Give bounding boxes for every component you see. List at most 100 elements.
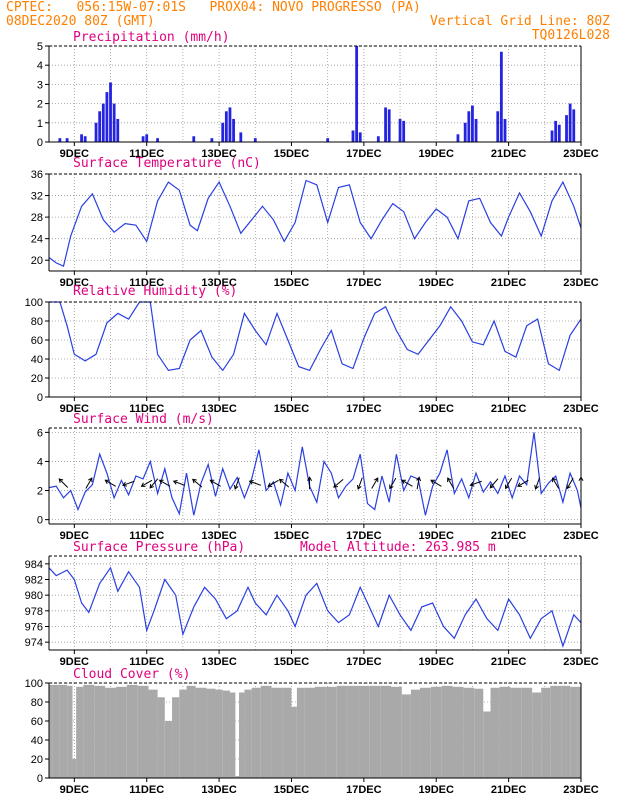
precip-bar xyxy=(568,103,572,142)
cloud-bar xyxy=(483,711,491,778)
humidity-title: Relative Humidity (%) xyxy=(73,284,237,299)
cloud-bar xyxy=(347,685,359,778)
pressure-ytick-label: 974 xyxy=(25,637,43,649)
header-model: TQ0126L028 xyxy=(531,28,610,43)
precip-bar xyxy=(145,134,149,142)
cloud-cover-xtick-label: 17DEC xyxy=(346,784,382,796)
cloud-cover-xtick-label: 23DEC xyxy=(563,784,599,796)
precip-bar xyxy=(355,46,359,142)
wind-arrow xyxy=(552,477,560,489)
precipitation-xtick-label: 21DEC xyxy=(491,148,527,160)
precip-bar xyxy=(116,118,120,142)
cloud-bar xyxy=(325,686,337,778)
humidity-ytick-label: 100 xyxy=(25,297,43,309)
wind-arrow xyxy=(505,477,513,489)
wind-arrow-head xyxy=(267,482,273,487)
precip-bar xyxy=(557,124,561,142)
pressure-xtick-label: 9DEC xyxy=(60,656,89,668)
cloud-bar xyxy=(229,692,236,778)
humidity-xtick-label: 9DEC xyxy=(60,403,89,415)
precip-bar xyxy=(94,122,98,142)
precipitation-ytick-label: 4 xyxy=(37,60,43,72)
cloud-bar xyxy=(239,692,245,778)
cloud-bar xyxy=(550,685,562,778)
humidity-ytick-label: 0 xyxy=(37,392,43,404)
temperature-xtick-label: 19DEC xyxy=(419,277,455,289)
humidity-panel: 0 20 40 60 80 100 9DEC 11DEC 13DEC 15DEC 17DEC 19DE… xyxy=(25,284,599,415)
wind-arrow-head xyxy=(192,478,197,484)
wind-arrow-head xyxy=(401,479,407,485)
precip-bar xyxy=(98,111,102,142)
temperature-ytick-label: 24 xyxy=(31,234,43,246)
cloud-bar xyxy=(315,686,326,778)
wind-series-line xyxy=(48,432,582,516)
wind-arrow xyxy=(489,478,499,489)
precip-bar xyxy=(471,105,474,142)
temperature-xtick-label: 9DEC xyxy=(60,277,89,289)
precip-bar xyxy=(456,134,460,142)
cloud-cover-xtick-label: 21DEC xyxy=(491,784,527,796)
precipitation-xtick-label: 9DEC xyxy=(60,148,89,160)
humidity-ytick-label: 40 xyxy=(31,354,43,366)
cloud-bar xyxy=(52,684,60,778)
wind-arrow-head xyxy=(104,479,110,485)
cloud-cover-xtick-label: 19DEC xyxy=(419,784,455,796)
wind-ytick-label: 0 xyxy=(37,515,43,527)
pressure-xtick-label: 21DEC xyxy=(491,656,527,668)
humidity-xtick-label: 15DEC xyxy=(274,403,310,415)
precip-bar xyxy=(141,136,145,142)
wind-arrow xyxy=(566,477,574,489)
wind-xtick-label: 21DEC xyxy=(491,530,527,542)
cloud-bar xyxy=(577,686,581,778)
cloud-bar xyxy=(510,687,522,778)
cloud-bar xyxy=(251,687,261,778)
precip-bar xyxy=(80,134,83,142)
wind-arrow-head xyxy=(505,484,510,490)
cloud-cover-ytick-label: 100 xyxy=(25,678,43,690)
wind-arrow-head xyxy=(566,484,571,490)
precipitation-title: Precipitation (mm/h) xyxy=(73,30,230,45)
cloud-bar xyxy=(206,688,216,778)
wind-arrow xyxy=(389,477,397,489)
precipitation-xtick-label: 15DEC xyxy=(274,148,310,160)
header-date: 08DEC2020 80Z (GMT) xyxy=(6,14,155,29)
wind-arrow xyxy=(416,477,420,490)
precip-bar xyxy=(109,82,112,142)
cloud-bar xyxy=(115,686,127,778)
cloud-bar xyxy=(532,692,542,778)
precip-bar xyxy=(503,118,507,142)
cloud-bar xyxy=(148,689,158,778)
wind-arrow xyxy=(58,478,69,488)
precip-bar xyxy=(101,103,105,142)
cloud-bar xyxy=(137,685,149,778)
cloud-bar xyxy=(561,685,571,778)
precip-bar xyxy=(156,138,159,142)
humidity-xtick-label: 21DEC xyxy=(491,403,527,415)
precipitation-xtick-label: 17DEC xyxy=(346,148,382,160)
pressure-ytick-label: 982 xyxy=(25,575,43,587)
cloud-cover-xtick-label: 15DEC xyxy=(274,784,310,796)
cloud-bar xyxy=(441,685,453,778)
humidity-ytick-label: 60 xyxy=(31,335,43,347)
precip-bar xyxy=(65,138,69,142)
wind-arrow xyxy=(517,479,529,487)
wind-arrow-head xyxy=(248,479,254,485)
precip-bar xyxy=(387,109,391,142)
temperature-xtick-label: 11DEC xyxy=(129,277,164,289)
wind-arrow-head xyxy=(172,479,178,485)
precip-bar xyxy=(351,130,355,142)
pressure-xtick-label: 19DEC xyxy=(419,656,455,668)
cloud-bar xyxy=(76,686,84,778)
wind-arrow xyxy=(267,479,279,487)
pressure-ytick-label: 976 xyxy=(25,622,43,634)
cloud-bar xyxy=(499,686,511,778)
precip-bar xyxy=(496,111,500,142)
precipitation-xtick-label: 23DEC xyxy=(563,148,599,160)
cloud-bar xyxy=(521,687,533,778)
pressure-series-line xyxy=(48,566,582,649)
wind-arrow xyxy=(141,479,153,487)
wind-arrow-head xyxy=(552,477,557,483)
wind-arrow xyxy=(210,479,221,487)
cloud-bar xyxy=(410,689,420,778)
temperature-ytick-label: 36 xyxy=(31,169,43,181)
